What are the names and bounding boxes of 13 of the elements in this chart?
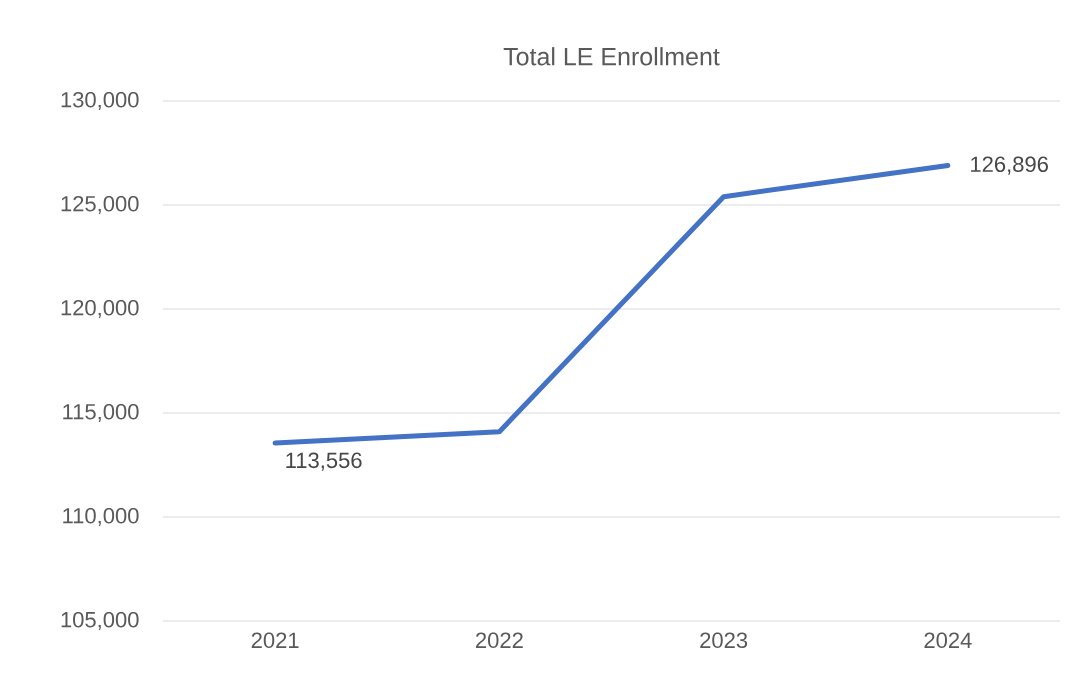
- y-tick-label: 120,000: [61, 299, 139, 319]
- y-tick-label: 130,000: [61, 91, 139, 111]
- y-tick-label: 110,000: [63, 507, 139, 527]
- x-tick-label: 2022: [476, 632, 523, 649]
- x-tick-label: 2021: [251, 632, 299, 649]
- x-tick-label: 2023: [700, 632, 748, 649]
- y-tick-label: 125,000: [61, 195, 139, 215]
- data-label: 126,896: [971, 156, 1048, 175]
- y-tick-label: 115,000: [63, 403, 139, 423]
- y-tick-label: 105,000: [61, 611, 139, 631]
- x-tick-label: 2024: [924, 632, 972, 649]
- chart-title: Total LE Enrollment: [503, 47, 720, 66]
- data-label: 113,556: [286, 452, 362, 471]
